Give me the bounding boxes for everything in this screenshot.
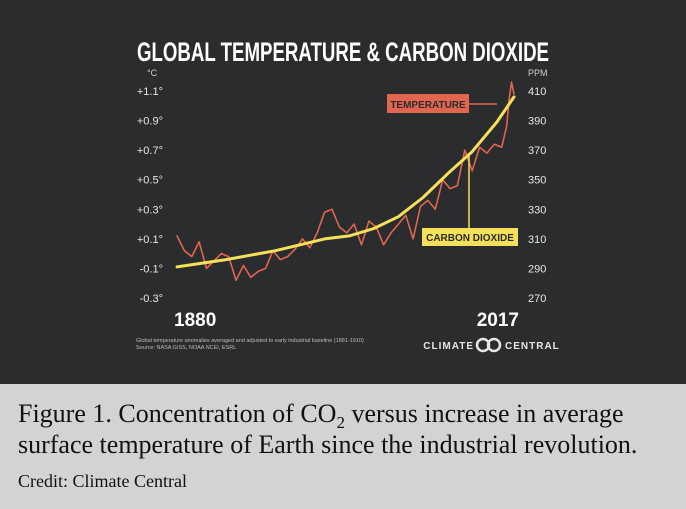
chart-svg: GLOBAL TEMPERATURE & CARBON DIOXIDE °C P… [136,37,560,353]
right-tick-label: 390 [528,116,546,128]
climate-central-logo-icon [475,337,502,353]
right-tick-label: 290 [528,263,546,275]
left-tick-label: +0.7° [137,145,163,157]
caption-subscript: 2 [336,413,345,433]
footnote-source: Source: NASA GISS, NOAA NCEI, ESRL [136,345,236,351]
left-tick-label: +1.1° [137,86,163,98]
figure-caption: Figure 1. Concentration of CO2 versus in… [18,398,678,497]
right-axis-unit: PPM [528,68,548,78]
temperature-series-line [176,81,515,282]
left-tick-label: -0.3° [140,293,163,305]
chart-panel: GLOBAL TEMPERATURE & CARBON DIOXIDE °C P… [0,0,686,384]
caption-area: Figure 1. Concentration of CO2 versus in… [0,384,686,509]
brand-central: CENTRAL [505,341,560,352]
left-tick-label: +0.3° [137,204,163,216]
temperature-label-box [387,94,469,113]
right-tick-label: 350 [528,175,546,187]
right-tick-label: 270 [528,293,546,305]
x-end-label: 2017 [477,310,519,331]
left-tick-label: +0.5° [137,175,163,187]
temperature-label: TEMPERATURE [390,100,466,111]
caption-credit: Credit: Climate Central [18,471,187,491]
caption-lead: Figure 1. Concentration of CO [18,399,337,428]
left-tick-label: +0.9° [137,116,163,128]
co2-series-line [175,95,516,269]
caption-body: versus increase in average surface tempe… [18,399,638,459]
right-tick-label: 370 [528,145,546,157]
right-tick-label: 310 [528,234,546,246]
carbon-dioxide-label: CARBON DIOXIDE [426,233,514,244]
left-axis-unit: °C [147,68,158,78]
x-start-label: 1880 [174,310,216,331]
left-tick-label: +0.1° [137,234,163,246]
carbon-dioxide-label-box [422,228,518,246]
left-tick-label: -0.1° [140,263,163,275]
chart-title: GLOBAL TEMPERATURE & CARBON DIOXIDE [137,37,549,67]
right-tick-label: 330 [528,204,546,216]
footnote-baseline: Global temperature anomalies averaged an… [136,338,364,344]
brand-climate: CLIMATE [423,341,474,352]
right-tick-label: 410 [528,86,546,98]
